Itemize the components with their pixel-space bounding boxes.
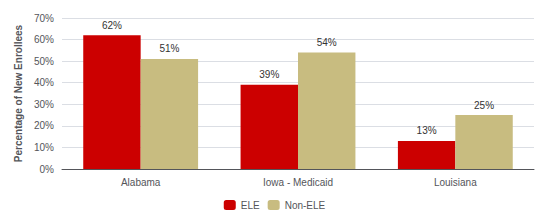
svg-text:Louisiana: Louisiana (434, 177, 477, 188)
svg-text:62%: 62% (102, 20, 122, 31)
svg-text:54%: 54% (317, 37, 337, 48)
svg-text:13%: 13% (417, 125, 437, 136)
svg-text:20%: 20% (34, 120, 54, 131)
svg-text:Alabama: Alabama (121, 177, 161, 188)
svg-text:Non-ELE: Non-ELE (285, 200, 326, 211)
svg-text:60%: 60% (34, 34, 54, 45)
svg-text:Percentage of New Enrollees: Percentage of New Enrollees (13, 24, 24, 162)
svg-text:ELE: ELE (241, 200, 260, 211)
svg-text:30%: 30% (34, 99, 54, 110)
svg-text:51%: 51% (159, 43, 179, 54)
svg-text:40%: 40% (34, 77, 54, 88)
svg-text:25%: 25% (474, 100, 494, 111)
svg-text:Iowa - Medicaid: Iowa - Medicaid (263, 177, 333, 188)
svg-text:10%: 10% (34, 142, 54, 153)
svg-text:70%: 70% (34, 13, 54, 24)
svg-text:50%: 50% (34, 56, 54, 67)
svg-text:39%: 39% (259, 69, 279, 80)
svg-text:0%: 0% (40, 164, 55, 175)
